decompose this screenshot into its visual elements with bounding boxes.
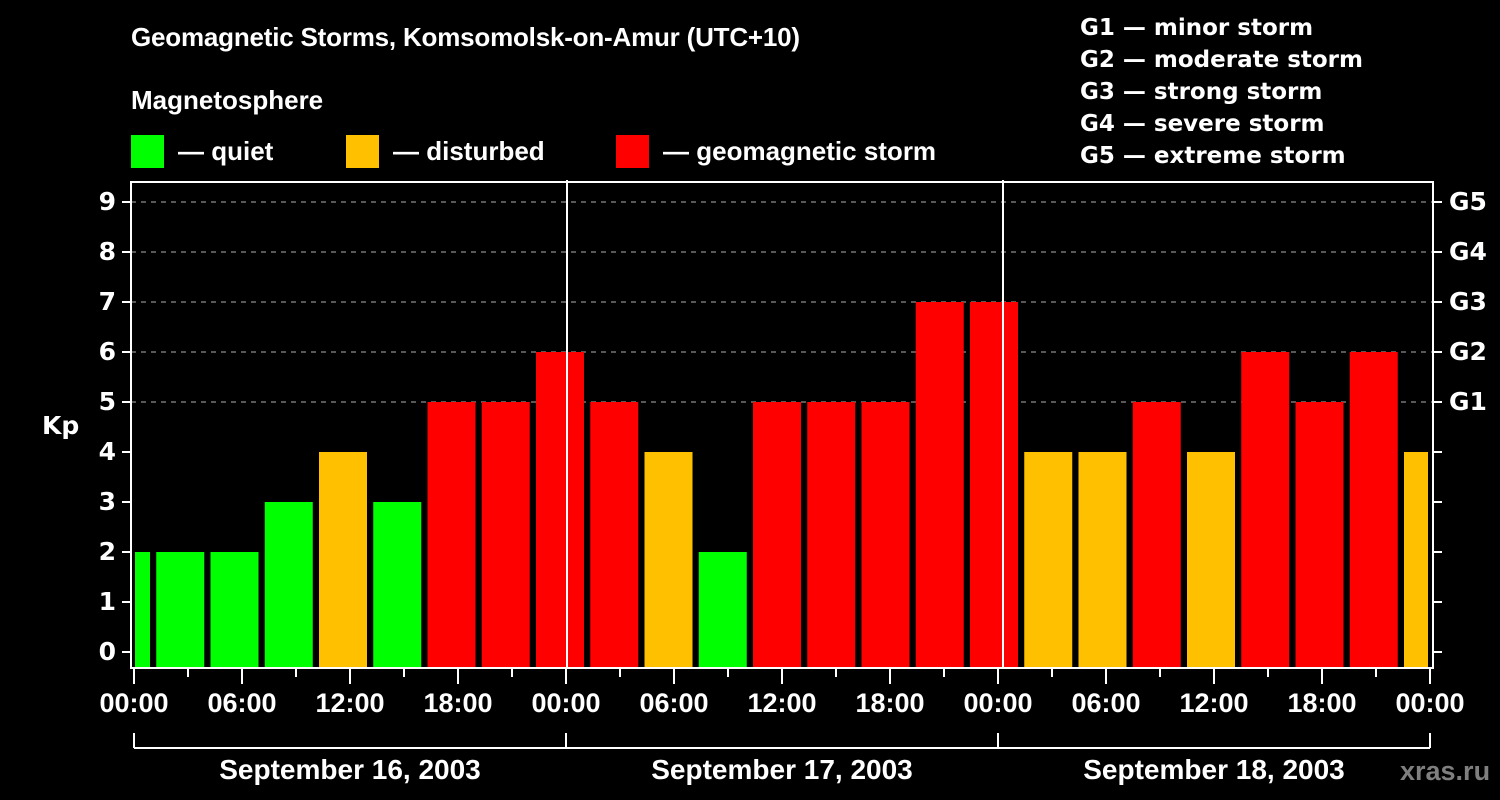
day-label: September 18, 2003 xyxy=(1083,754,1345,785)
kp-bar-quiet xyxy=(156,552,205,667)
chart-title: Geomagnetic Storms, Komsomolsk-on-Amur (… xyxy=(131,22,800,52)
disturbed-swatch xyxy=(346,134,379,168)
kp-bar-disturbed xyxy=(644,452,693,667)
kp-bar-storm xyxy=(1295,402,1344,667)
day-label: September 16, 2003 xyxy=(219,754,481,785)
quiet-swatch xyxy=(131,134,164,168)
y-tick-label: 7 xyxy=(98,287,116,316)
x-tick-label: 00:00 xyxy=(531,688,601,718)
x-tick-label: 00:00 xyxy=(99,688,169,718)
kp-bar-quiet xyxy=(373,502,422,667)
x-tick-label: 00:00 xyxy=(1395,688,1465,718)
x-tick-label: 18:00 xyxy=(855,688,925,718)
y-tick-label: 6 xyxy=(98,337,116,366)
x-tick-label: 12:00 xyxy=(1179,688,1249,718)
kp-bar-storm xyxy=(753,402,801,667)
x-tick-label: 18:00 xyxy=(423,688,493,718)
kp-bar-disturbed xyxy=(1024,452,1073,667)
kp-bar-storm xyxy=(970,302,1018,667)
kp-bar-storm xyxy=(481,402,530,667)
g-scale-legend: G1 — minor storm G2 — moderate storm G3 … xyxy=(1080,12,1363,172)
kp-bar-storm xyxy=(807,402,856,667)
y-tick-label: 1 xyxy=(98,587,116,616)
kp-bar-storm xyxy=(1241,352,1290,667)
y-tick-label: 0 xyxy=(98,637,116,666)
g-scale-item-g1: G1 — minor storm xyxy=(1080,15,1314,41)
y-tick-label: 8 xyxy=(98,237,116,266)
storm-swatch xyxy=(616,134,649,168)
day-label: September 17, 2003 xyxy=(651,754,913,785)
kp-bar-quiet xyxy=(210,552,259,667)
kp-bar-disturbed xyxy=(1187,452,1235,667)
kp-bar-disturbed xyxy=(319,452,367,667)
y-axis-label: Kp xyxy=(42,411,80,440)
legend-label-disturbed: — disturbed xyxy=(393,135,545,166)
x-tick-label: 06:00 xyxy=(207,688,277,718)
x-tick-label: 12:00 xyxy=(315,688,385,718)
legend-item-disturbed: — disturbed xyxy=(346,134,545,168)
g-scale-item-g4: G4 — severe storm xyxy=(1080,111,1325,137)
g-tick-label: G5 xyxy=(1449,187,1487,216)
kp-bar-disturbed xyxy=(1078,452,1127,667)
kp-bar-storm xyxy=(1349,352,1398,667)
g-scale-item-g3: G3 — strong storm xyxy=(1080,79,1323,105)
legend-label-quiet: — quiet xyxy=(178,135,274,166)
legend-label-storm: — geomagnetic storm xyxy=(663,135,937,166)
kp-bar-storm xyxy=(427,402,476,667)
y-tick-label: 2 xyxy=(98,537,116,566)
g-scale-item-g5: G5 — extreme storm xyxy=(1080,143,1346,169)
bars xyxy=(135,302,1428,667)
y-tick-label: 9 xyxy=(98,187,116,216)
kp-bar-storm xyxy=(861,402,910,667)
kp-bar-quiet xyxy=(698,552,747,667)
y-tick-label: 4 xyxy=(98,437,116,466)
g-tick-label: G1 xyxy=(1449,387,1487,416)
x-tick-label: 12:00 xyxy=(747,688,817,718)
x-tick-label: 06:00 xyxy=(639,688,709,718)
watermark: xras.ru xyxy=(1400,756,1491,786)
g-tick-label: G2 xyxy=(1449,337,1487,366)
y-tick-label: 3 xyxy=(98,487,116,516)
kp-bar-storm xyxy=(915,302,964,667)
x-tick-label: 06:00 xyxy=(1071,688,1141,718)
g-tick-label: G4 xyxy=(1449,237,1487,266)
kp-bar-storm xyxy=(590,402,639,667)
legend-title: Magnetosphere xyxy=(131,85,324,115)
kp-bar-storm xyxy=(1132,402,1181,667)
y-tick-label: 5 xyxy=(98,387,116,416)
kp-bar-quiet xyxy=(135,552,150,667)
kp-bar-disturbed xyxy=(1404,452,1428,667)
legend-item-quiet: — quiet xyxy=(131,134,273,168)
x-tick-label: 00:00 xyxy=(963,688,1033,718)
kp-bar-quiet xyxy=(264,502,313,667)
x-tick-label: 18:00 xyxy=(1287,688,1357,718)
legend-item-storm: — geomagnetic storm xyxy=(616,134,936,168)
kp-bar-storm xyxy=(536,352,584,667)
g-scale-item-g2: G2 — moderate storm xyxy=(1080,47,1363,73)
g-tick-label: G3 xyxy=(1449,287,1487,316)
